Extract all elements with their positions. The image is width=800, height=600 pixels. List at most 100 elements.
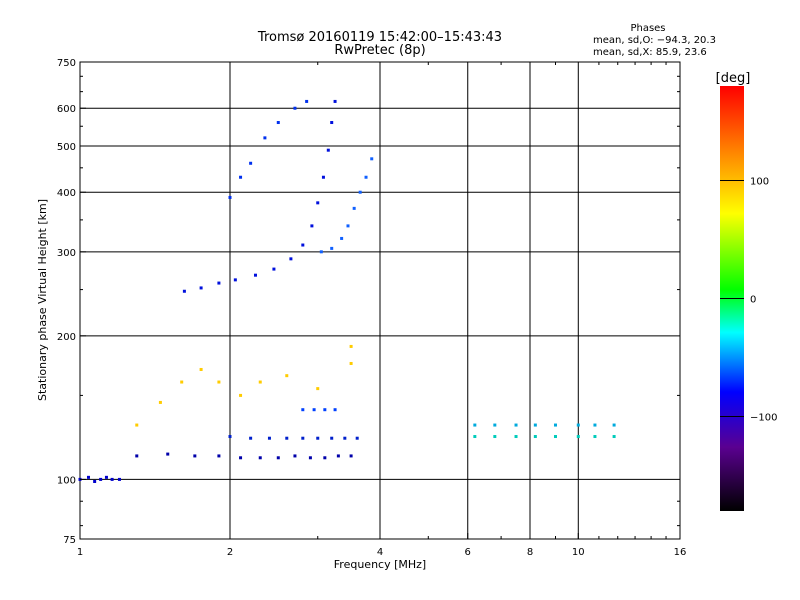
data-point	[199, 367, 203, 371]
data-point	[233, 278, 237, 282]
data-point	[493, 423, 497, 427]
data-point	[228, 435, 232, 439]
data-point	[593, 423, 597, 427]
data-point	[258, 380, 262, 384]
y-tick-label: 300	[57, 248, 76, 259]
x-tick-label: 2	[227, 547, 233, 558]
data-point	[285, 374, 289, 378]
x-tick-label: 10	[572, 547, 585, 558]
data-points	[78, 99, 616, 483]
stats-o: mean, sd,O: −94.3, 20.3	[593, 35, 716, 46]
x-axis-label: Frequency [MHz]	[334, 558, 426, 571]
data-point	[316, 436, 320, 440]
y-tick-label: 400	[57, 188, 76, 199]
x-tick-label: 6	[465, 547, 471, 558]
y-axis-label: Stationary phase Virtual Height [km]	[36, 199, 49, 401]
data-point	[249, 161, 253, 165]
data-point	[182, 289, 186, 293]
data-point	[514, 435, 518, 439]
data-point	[301, 243, 305, 247]
colorbar-tick-label: 100	[750, 176, 769, 187]
data-point	[305, 99, 309, 103]
data-point	[514, 423, 518, 427]
y-tick-label: 750	[57, 58, 76, 69]
data-point	[99, 477, 103, 481]
data-point	[323, 456, 327, 460]
data-point	[340, 236, 344, 240]
x-tick-label: 8	[527, 547, 533, 558]
chart-subtitle: RwPretec (8p)	[334, 43, 425, 58]
data-point	[180, 380, 184, 384]
data-point	[135, 454, 139, 458]
colorbar-label: [deg]	[716, 71, 751, 86]
data-point	[493, 435, 497, 439]
y-tick-label: 200	[57, 332, 76, 343]
y-tick-label: 75	[63, 535, 76, 546]
data-point	[272, 267, 276, 271]
x-tick-label: 4	[377, 547, 383, 558]
data-point	[217, 380, 221, 384]
colorbar-tick-label: 0	[750, 295, 756, 306]
data-point	[239, 456, 243, 460]
grid	[80, 62, 680, 539]
x-axis-ticks: 1 2 4 6 8 10 16	[77, 62, 687, 558]
data-point	[323, 408, 327, 412]
colorbar-tick-label: −100	[750, 413, 777, 424]
data-point	[289, 257, 293, 261]
data-point	[312, 408, 316, 412]
data-point	[104, 475, 108, 479]
data-point	[326, 148, 330, 152]
data-point	[576, 435, 580, 439]
data-point	[593, 435, 597, 439]
data-point	[86, 475, 90, 479]
data-point	[576, 423, 580, 427]
data-point	[553, 435, 557, 439]
data-point	[316, 201, 320, 205]
stats-x: mean, sd,X: 85.9, 23.6	[593, 47, 707, 58]
data-point	[249, 436, 253, 440]
data-point	[135, 423, 139, 427]
data-point	[330, 436, 334, 440]
y-tick-label: 500	[57, 142, 76, 153]
data-point	[553, 423, 557, 427]
data-point	[358, 190, 362, 194]
data-point	[199, 286, 203, 290]
data-point	[533, 435, 537, 439]
data-point	[267, 436, 271, 440]
y-axis-ticks: 75 100 200 300 400 500 600 750	[57, 58, 680, 546]
data-point	[239, 393, 243, 397]
data-point	[293, 106, 297, 110]
data-point	[355, 436, 359, 440]
data-point	[330, 121, 334, 125]
data-point	[276, 121, 280, 125]
data-point	[285, 436, 289, 440]
data-point	[301, 408, 305, 412]
data-point	[301, 436, 305, 440]
data-point	[310, 224, 314, 228]
x-tick-label: 1	[77, 547, 83, 558]
data-point	[349, 361, 353, 365]
data-point	[158, 400, 162, 404]
data-point	[93, 479, 97, 483]
data-point	[343, 436, 347, 440]
data-point	[349, 344, 353, 348]
data-point	[333, 408, 337, 412]
x-tick-label: 16	[674, 547, 687, 558]
data-point	[228, 195, 232, 199]
colorbar-ticks: −100 0 100	[720, 176, 777, 424]
data-point	[239, 175, 243, 179]
data-point	[319, 250, 323, 254]
data-point	[217, 454, 221, 458]
data-point	[258, 456, 262, 460]
data-point	[364, 175, 368, 179]
data-point	[370, 157, 374, 161]
y-tick-label: 600	[57, 104, 76, 115]
data-point	[349, 454, 353, 458]
data-point	[321, 175, 325, 179]
data-point	[612, 423, 616, 427]
data-point	[346, 224, 350, 228]
data-point	[293, 454, 297, 458]
data-point	[263, 136, 267, 140]
data-point	[352, 206, 356, 210]
